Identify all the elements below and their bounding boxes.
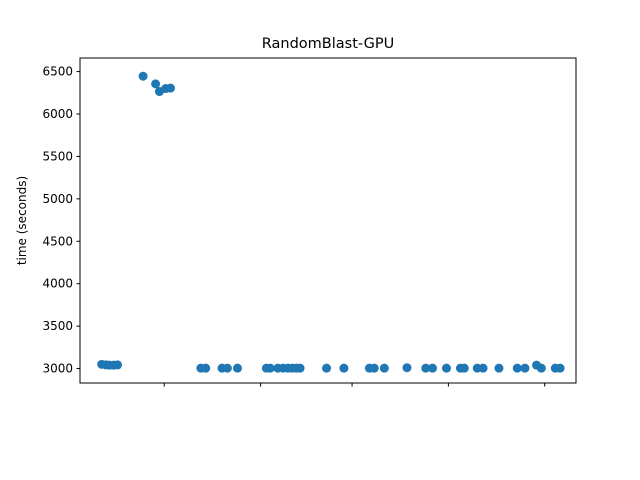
data-point (478, 363, 488, 373)
y-tick-label: 4500 (42, 234, 73, 248)
data-point (459, 363, 469, 373)
plot-area (80, 58, 576, 383)
x-axis-ticks (163, 383, 546, 387)
data-point (441, 363, 451, 373)
data-points (97, 71, 565, 373)
data-point (166, 83, 176, 93)
y-tick-label: 4000 (42, 277, 73, 291)
data-point (536, 363, 546, 373)
y-axis-ticks: 3000 3500 4000 4500 5000 5500 6000 6500 (42, 65, 80, 376)
data-point (428, 363, 437, 373)
data-point (555, 363, 565, 373)
data-point (512, 363, 522, 373)
data-point (379, 363, 389, 373)
y-tick-label: 3500 (42, 319, 73, 333)
y-axis-label: time (seconds) (15, 176, 29, 265)
data-point (402, 363, 412, 373)
y-tick-label: 3000 (42, 362, 73, 376)
y-tick-label: 6000 (42, 107, 73, 121)
data-point (113, 360, 123, 370)
data-point (222, 363, 232, 373)
data-point (151, 79, 161, 89)
data-point (421, 363, 431, 373)
data-point (265, 363, 275, 373)
data-point (138, 71, 148, 81)
data-point (494, 363, 504, 373)
y-tick-label: 5000 (42, 192, 73, 206)
data-point (339, 363, 349, 373)
data-point (520, 363, 530, 373)
y-tick-label: 6500 (42, 65, 73, 79)
data-point (322, 363, 332, 373)
data-point (369, 363, 379, 373)
chart-title: RandomBlast-GPU (262, 36, 395, 52)
data-point (232, 363, 242, 373)
data-point (295, 363, 305, 373)
y-tick-label: 5500 (42, 149, 73, 163)
data-point (201, 363, 211, 373)
plot-frame (79, 57, 577, 384)
